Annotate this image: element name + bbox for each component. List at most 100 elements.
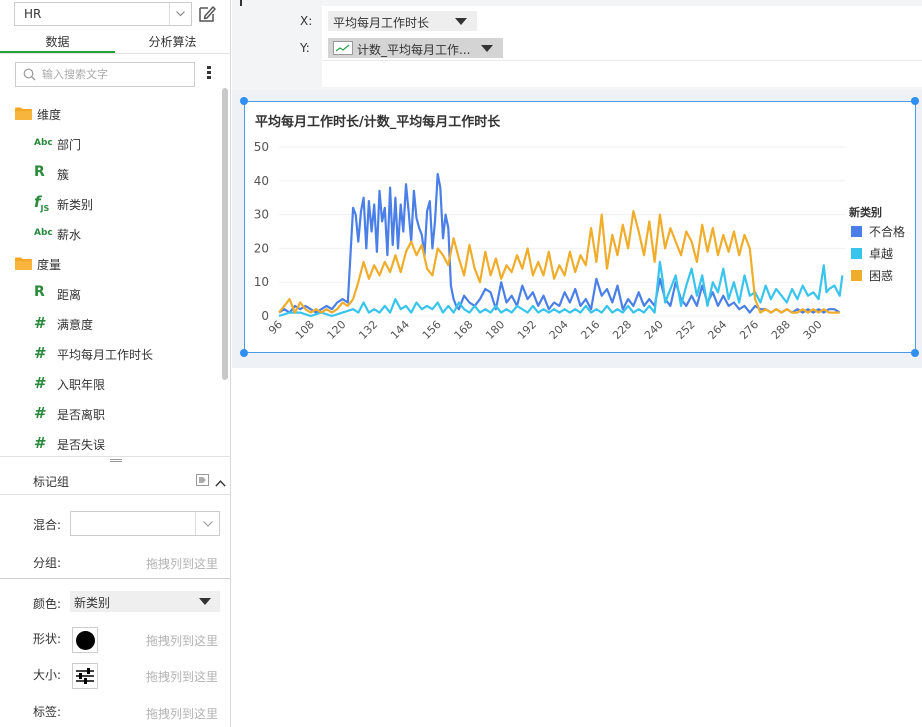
left-tabs: 数据 分析算法 — [0, 32, 231, 54]
x-axis-row: X: 平均每月工作时长 — [232, 11, 922, 33]
line-chart-icon[interactable] — [333, 41, 353, 55]
color-field-pill[interactable]: 新类别 — [70, 591, 220, 612]
datasource-value: HR — [24, 7, 42, 21]
legend-label: 困惑 — [869, 269, 893, 283]
field-label: 簇 — [57, 168, 70, 182]
field-item[interactable]: # 是否离职 — [0, 398, 222, 428]
chart-container[interactable]: 平均每月工作时长/计数_平均每月工作时长 0 10 20 30 40 50 96 108 120 1… — [244, 101, 916, 353]
x-tick-label: 216 — [578, 318, 602, 342]
x-tick-label: 264 — [705, 318, 729, 342]
r-type-icon: R — [34, 284, 45, 300]
divider — [232, 0, 242, 6]
tab-active-indicator — [0, 51, 115, 54]
field-item[interactable]: Abc 部门 — [0, 128, 222, 158]
search-box — [15, 62, 195, 87]
fjs-sub: JS — [40, 204, 50, 213]
field-item[interactable]: fJS 新类别 — [0, 188, 222, 218]
edit-icon[interactable] — [197, 4, 217, 24]
x-tick-label: 144 — [388, 318, 412, 342]
series-line — [278, 210, 840, 314]
field-item[interactable]: # 是否失误 — [0, 428, 222, 456]
field-item[interactable]: # 入职年限 — [0, 368, 222, 398]
field-label: 满意度 — [57, 318, 94, 332]
datasource-select[interactable]: HR — [14, 2, 192, 26]
size-button[interactable] — [72, 663, 98, 689]
shape-row: 形状: 拖拽列到这里 — [0, 627, 231, 657]
resize-handle[interactable] — [911, 97, 919, 105]
y-tick-label: 10 — [254, 275, 269, 289]
series-line — [278, 172, 841, 314]
x-tick-label: 228 — [610, 318, 634, 342]
chevron-down-icon[interactable] — [195, 512, 219, 535]
fjs-f: f — [34, 193, 41, 211]
shape-button[interactable] — [72, 627, 98, 653]
x-field-pill[interactable]: 平均每月工作时长 — [328, 11, 477, 31]
folder-measures[interactable]: 度量 — [0, 248, 222, 278]
legend-swatch — [851, 248, 862, 259]
field-item[interactable]: # 平均每月工作时长 — [0, 338, 222, 368]
tab-data-label: 数据 — [45, 35, 70, 49]
field-item[interactable]: # 满意度 — [0, 308, 222, 338]
tree-scrollbar[interactable] — [222, 88, 228, 380]
x-tick-label: 276 — [737, 318, 761, 342]
group-drop-zone[interactable]: 拖拽列到这里 — [145, 557, 218, 571]
x-tick-label: 252 — [674, 318, 698, 342]
x-tick-label: 180 — [483, 318, 507, 342]
mix-label: 混合: — [33, 518, 62, 532]
resize-handle[interactable] — [911, 349, 919, 357]
color-row: 颜色: 新类别 — [0, 591, 231, 621]
abc-type-icon: Abc — [34, 138, 53, 148]
hash-type-icon: # — [34, 344, 47, 362]
y-field-pill[interactable]: 计数_平均每月工作... — [328, 38, 503, 58]
size-drop-zone[interactable]: 拖拽列到这里 — [145, 670, 218, 684]
divider — [322, 60, 922, 61]
marks-group-title: 标记组 — [33, 475, 70, 489]
mix-select[interactable] — [70, 511, 220, 536]
fjs-type-icon: fJS — [34, 193, 49, 213]
size-row: 大小: 拖拽列到这里 — [0, 663, 231, 693]
field-label: 距离 — [57, 288, 82, 302]
tab-data[interactable]: 数据 — [0, 32, 115, 54]
field-tree: 维度 Abc 部门 R 簇 fJS 新类别 Abc 薪水 度量 R 距离 # 满意度 # 平均每月工作时长 # 入… — [0, 96, 222, 456]
tab-analysis-algorithm[interactable]: 分析算法 — [115, 32, 230, 54]
field-item[interactable]: Abc 薪水 — [0, 218, 222, 248]
folder-label: 维度 — [37, 108, 62, 122]
tag-drop-zone[interactable]: 拖拽列到这里 — [145, 707, 218, 721]
y-tick-label: 40 — [254, 174, 269, 188]
r-type-icon: R — [34, 164, 45, 180]
field-label: 是否失误 — [57, 438, 106, 452]
folder-icon — [15, 107, 32, 123]
chart-title: 平均每月工作时长/计数_平均每月工作时长 — [255, 114, 501, 130]
caret-down-icon[interactable] — [455, 18, 467, 25]
group-row: 分组: 拖拽列到这里 — [0, 546, 231, 576]
resize-handle[interactable] — [240, 349, 248, 357]
field-label: 薪水 — [57, 228, 82, 242]
folder-icon — [15, 257, 32, 273]
folder-label: 度量 — [37, 258, 62, 272]
chevron-down-icon[interactable] — [169, 3, 191, 25]
panel-splitter[interactable] — [0, 456, 231, 463]
legend-label: 卓越 — [869, 247, 893, 261]
more-menu-icon[interactable] — [204, 66, 214, 82]
tag-icon[interactable] — [196, 474, 209, 489]
group-label: 分组: — [33, 556, 62, 570]
x-tick-label: 288 — [769, 318, 793, 342]
search-input[interactable] — [42, 65, 192, 84]
folder-dimensions[interactable]: 维度 — [0, 98, 222, 128]
caret-down-icon[interactable] — [199, 598, 211, 605]
field-item[interactable]: R 距离 — [0, 278, 222, 308]
tag-row: 标签: 拖拽列到这里 — [0, 699, 231, 727]
search-icon — [23, 68, 36, 81]
chevron-up-icon[interactable] — [215, 476, 226, 490]
shape-drop-zone[interactable]: 拖拽列到这里 — [145, 634, 218, 648]
x-tick-label: 156 — [420, 318, 444, 342]
circle-shape-icon — [76, 631, 95, 650]
field-label: 新类别 — [57, 198, 94, 212]
y-axis-label: Y: — [300, 41, 310, 55]
y-field-value: 计数_平均每月工作... — [357, 43, 471, 57]
abc-type-icon: Abc — [34, 228, 53, 238]
resize-handle[interactable] — [240, 97, 248, 105]
caret-down-icon[interactable] — [481, 45, 493, 52]
hash-type-icon: # — [34, 314, 47, 332]
